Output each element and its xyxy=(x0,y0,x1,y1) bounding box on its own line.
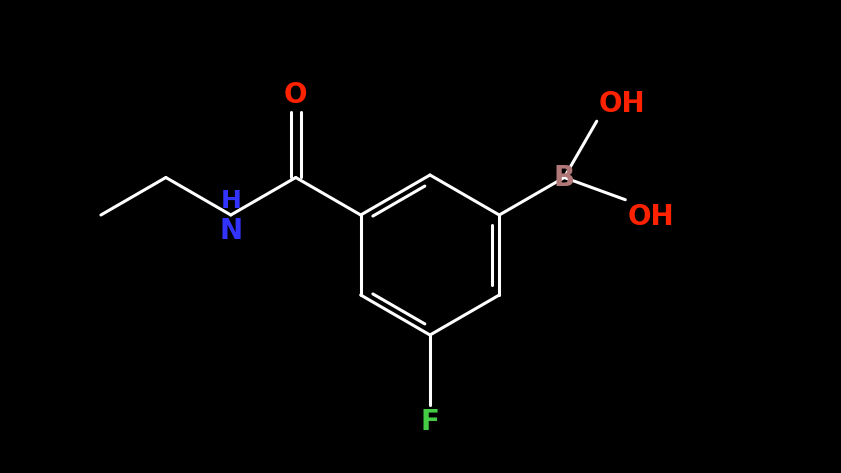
Text: F: F xyxy=(420,408,440,436)
Text: OH: OH xyxy=(599,90,645,118)
Text: O: O xyxy=(284,80,308,108)
Text: OH: OH xyxy=(627,203,674,231)
Text: N: N xyxy=(220,217,242,245)
Text: B: B xyxy=(553,164,574,192)
Text: H: H xyxy=(220,189,241,213)
